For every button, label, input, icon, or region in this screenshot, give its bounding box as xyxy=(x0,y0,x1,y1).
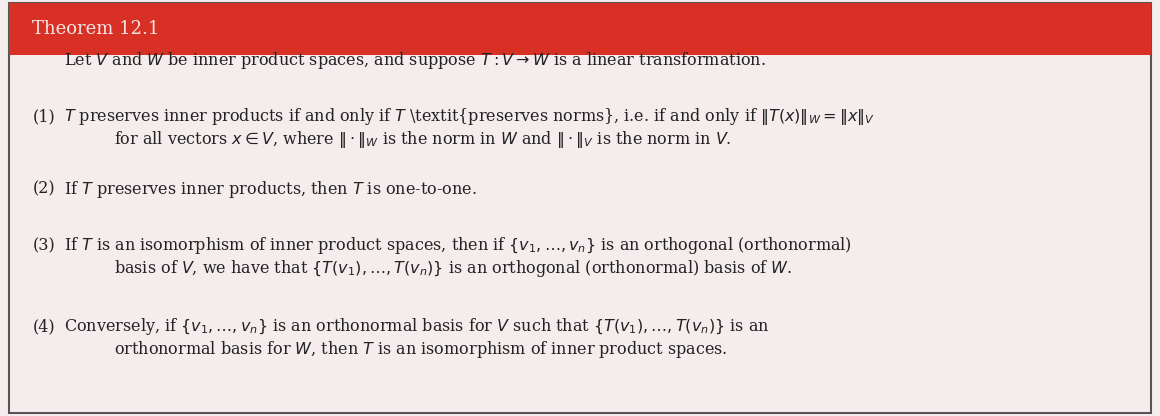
Text: Theorem 12.1: Theorem 12.1 xyxy=(32,20,160,38)
Text: for all vectors $x \in V$, where $\|\cdot\|_W$ is the norm in $W$ and $\|\cdot\|: for all vectors $x \in V$, where $\|\cdo… xyxy=(114,129,731,150)
Text: (3): (3) xyxy=(32,237,56,254)
FancyBboxPatch shape xyxy=(9,3,1151,413)
Text: Conversely, if $\{v_1,\ldots,v_n\}$ is an orthonormal basis for $V$ such that $\: Conversely, if $\{v_1,\ldots,v_n\}$ is a… xyxy=(64,316,769,337)
Text: basis of $V$, we have that $\{T(v_1),\ldots,T(v_n)\}$ is an orthogonal (orthonor: basis of $V$, we have that $\{T(v_1),\ld… xyxy=(114,258,792,279)
Text: (2): (2) xyxy=(32,181,56,198)
Text: Let $V$ and $W$ be inner product spaces, and suppose $T:V\rightarrow W$ is a lin: Let $V$ and $W$ be inner product spaces,… xyxy=(64,50,766,71)
Text: If $T$ is an isomorphism of inner product spaces, then if $\{v_1,\ldots,v_n\}$ i: If $T$ is an isomorphism of inner produc… xyxy=(64,235,851,256)
Text: $T$ preserves inner products if and only if $T$ \textit{preserves norms}, i.e. i: $T$ preserves inner products if and only… xyxy=(64,106,875,127)
Text: If $T$ preserves inner products, then $T$ is one-to-one.: If $T$ preserves inner products, then $T… xyxy=(64,179,477,200)
Text: (4): (4) xyxy=(32,318,56,335)
Text: orthonormal basis for $W$, then $T$ is an isomorphism of inner product spaces.: orthonormal basis for $W$, then $T$ is a… xyxy=(114,339,727,360)
Text: (1): (1) xyxy=(32,108,56,125)
FancyBboxPatch shape xyxy=(9,3,1151,55)
